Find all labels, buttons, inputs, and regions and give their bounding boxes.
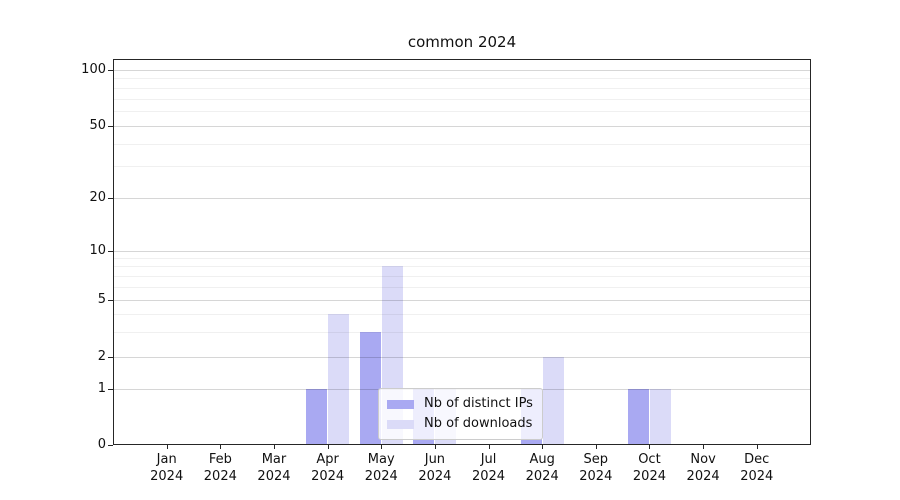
x-tick-mark-feb — [220, 445, 221, 449]
x-axis-tick-year: 2024 — [364, 469, 398, 484]
x-axis-tick-year: 2024 — [686, 469, 720, 484]
y-tick-mark-100 — [108, 70, 113, 71]
legend-swatch-downloads — [387, 419, 414, 429]
bar-distinct-ips-may — [359, 331, 381, 445]
gridline-major-50 — [114, 126, 810, 127]
gridline-major-100 — [114, 70, 810, 71]
gridline-minor-6 — [114, 287, 810, 288]
legend-label-distinct-ips: Nb of distinct IPs — [424, 396, 533, 411]
x-axis-tick-year: 2024 — [579, 469, 613, 484]
x-tick-mark-dec — [757, 445, 758, 449]
x-axis-tick-year: 2024 — [311, 469, 345, 484]
x-axis-tick-label: Nov 2024 — [668, 451, 738, 485]
x-tick-mark-nov — [703, 445, 704, 449]
x-axis-tick-label: Feb 2024 — [185, 451, 255, 485]
y-axis-tick-label: 5 — [97, 292, 106, 307]
x-axis-tick-label: Jan 2024 — [132, 451, 202, 485]
legend-label-downloads: Nb of downloads — [424, 416, 533, 431]
x-tick-mark-jul — [489, 445, 490, 449]
x-tick-mark-mar — [274, 445, 275, 449]
x-tick-mark-sep — [596, 445, 597, 449]
gridline-major-10 — [114, 251, 810, 252]
x-tick-mark-may — [381, 445, 382, 449]
x-axis-tick-label: Mar 2024 — [239, 451, 309, 485]
x-axis-tick-year: 2024 — [740, 469, 774, 484]
bar-distinct-ips-apr — [306, 388, 328, 445]
gridline-minor-60 — [114, 111, 810, 112]
x-tick-mark-jun — [435, 445, 436, 449]
y-axis-tick-label: 10 — [89, 242, 106, 258]
y-tick-mark-2 — [108, 357, 113, 358]
x-axis-tick-label: Aug 2024 — [507, 451, 577, 485]
gridline-major-2 — [114, 357, 810, 358]
x-tick-mark-apr — [328, 445, 329, 449]
chart-title: common 2024 — [407, 33, 517, 51]
y-axis-tick-label: 50 — [89, 118, 106, 133]
x-axis-tick-year: 2024 — [525, 469, 559, 484]
x-axis-tick-label: May 2024 — [346, 451, 416, 485]
x-axis-tick-label: Dec 2024 — [722, 451, 792, 485]
gridline-minor-9 — [114, 258, 810, 259]
gridline-major-5 — [114, 300, 810, 301]
x-axis-tick-year: 2024 — [632, 469, 666, 484]
x-axis-tick-label: Jul 2024 — [454, 451, 524, 485]
x-axis-tick-label: Jun 2024 — [400, 451, 470, 485]
x-axis-tick-label: Apr 2024 — [293, 451, 363, 485]
gridline-minor-7 — [114, 276, 810, 277]
bar-downloads-oct — [649, 388, 671, 445]
legend-swatch-distinct-ips — [387, 399, 414, 409]
y-axis-tick-label: 100 — [81, 61, 106, 77]
bar-distinct-ips-oct — [627, 388, 649, 445]
y-axis-tick-label: 20 — [89, 190, 106, 205]
gridline-minor-90 — [114, 78, 810, 79]
bar-downloads-apr — [328, 313, 350, 445]
y-tick-mark-1 — [108, 389, 113, 390]
gridline-major-20 — [114, 198, 810, 199]
x-axis-tick-year: 2024 — [257, 469, 291, 484]
x-axis-tick-year: 2024 — [471, 469, 506, 484]
gridline-minor-40 — [114, 144, 810, 145]
legend-entry-distinct-ips: Nb of distinct IPs — [387, 396, 533, 412]
gridline-minor-80 — [114, 88, 810, 89]
x-axis-tick-label: Sep 2024 — [561, 451, 631, 485]
y-axis-tick-label: 0 — [97, 437, 106, 452]
x-axis-tick-year: 2024 — [203, 469, 237, 484]
x-tick-mark-aug — [542, 445, 543, 449]
x-axis-tick-year: 2024 — [418, 469, 452, 484]
y-tick-mark-20 — [108, 198, 113, 199]
y-tick-mark-10 — [108, 251, 113, 252]
x-axis-tick-year: 2024 — [150, 469, 184, 484]
bar-downloads-aug — [542, 357, 564, 445]
y-tick-mark-0 — [108, 445, 113, 446]
y-axis-tick-label: 1 — [97, 380, 106, 396]
gridline-minor-70 — [114, 99, 810, 100]
x-tick-mark-oct — [649, 445, 650, 449]
gridline-minor-8 — [114, 266, 810, 267]
gridline-minor-3 — [114, 332, 810, 333]
legend-entry-downloads: Nb of downloads — [387, 416, 533, 432]
y-axis-tick-label: 2 — [97, 349, 106, 364]
y-tick-mark-50 — [108, 126, 113, 127]
x-axis-tick-label: Oct 2024 — [614, 451, 684, 485]
gridline-minor-30 — [114, 166, 810, 167]
gridline-minor-4 — [114, 314, 810, 315]
legend: Nb of distinct IPs Nb of downloads — [378, 388, 543, 440]
x-tick-mark-jan — [167, 445, 168, 449]
y-tick-mark-5 — [108, 300, 113, 301]
